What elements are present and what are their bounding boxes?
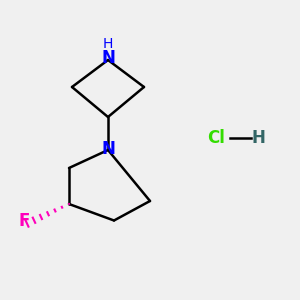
Text: N: N [101, 140, 115, 158]
Text: H: H [103, 37, 113, 50]
Text: H: H [251, 129, 265, 147]
Text: N: N [101, 50, 115, 68]
Text: F: F [18, 212, 30, 230]
Text: Cl: Cl [207, 129, 225, 147]
